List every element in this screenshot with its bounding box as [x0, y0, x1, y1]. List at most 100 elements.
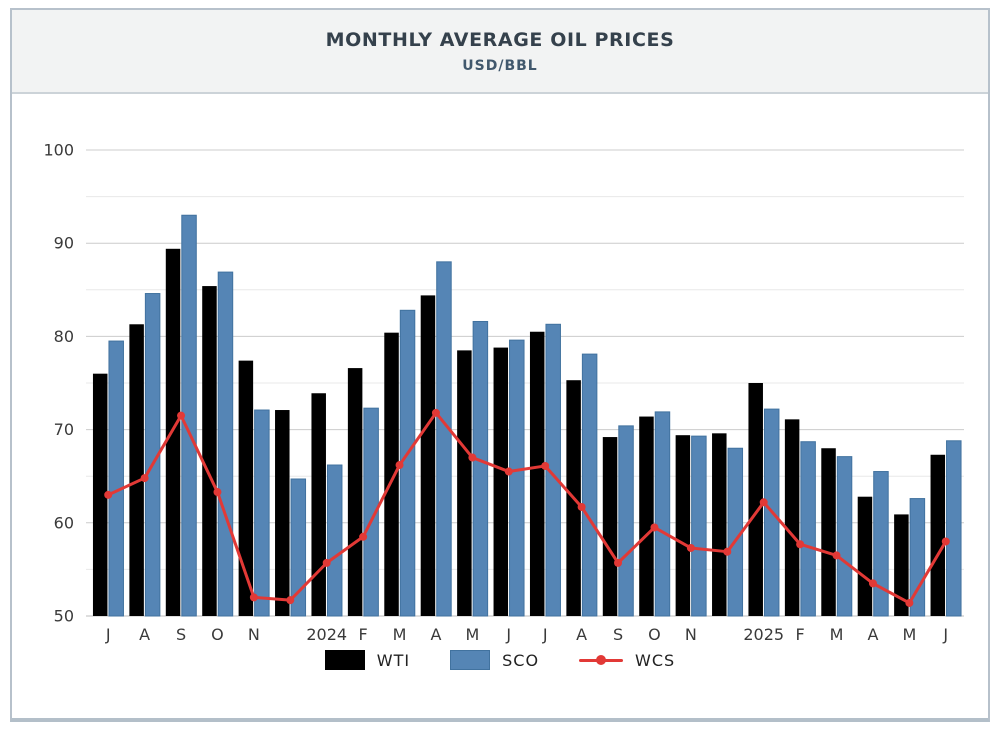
wti-bar-swatch-icon: [324, 650, 365, 670]
wcs-line-swatch-icon: [579, 650, 624, 670]
wcs-point: [541, 461, 550, 470]
x-tick-label: O: [211, 625, 224, 644]
wti-bar: [784, 419, 800, 616]
wti-bar: [930, 454, 946, 616]
y-tick-label: 50: [54, 607, 74, 626]
y-tick-label: 100: [43, 141, 74, 160]
wcs-point: [759, 498, 768, 507]
sco-bar: [108, 340, 124, 617]
chart-plot-area: 50 60 70 80 90 100 J A S O N 2024 F M A M J J A S O N 2025 F M A M…: [12, 94, 988, 670]
wcs-point: [177, 411, 186, 420]
wti-bar: [202, 286, 217, 616]
x-tick-label: F: [796, 625, 805, 644]
wcs-point: [504, 467, 513, 476]
x-tick-label: S: [613, 625, 623, 644]
x-tick-label: J: [505, 625, 511, 644]
x-tick-label: A: [139, 625, 150, 644]
y-axis-tick-labels: 50 60 70 80 90 100: [43, 141, 74, 626]
x-tick-label: S: [176, 625, 186, 644]
chart-title: MONTHLY AVERAGE OIL PRICES: [325, 28, 675, 51]
oil-prices-chart: 50 60 70 80 90 100 J A S O N 2024 F M A M J J A S O N 2025 F M A M…: [43, 141, 964, 644]
sco-bar: [290, 478, 307, 617]
sco-bar: [326, 464, 343, 617]
wcs-point: [104, 490, 113, 499]
x-tick-label: A: [430, 625, 441, 644]
wti-bar: [384, 332, 399, 616]
sco-bar: [545, 323, 561, 617]
x-tick-label: J: [542, 625, 548, 644]
wti-bar: [275, 410, 290, 616]
y-tick-label: 90: [54, 234, 74, 253]
legend-label-sco: SCO: [502, 650, 540, 670]
wti-bar: [639, 416, 654, 616]
wcs-point: [868, 579, 877, 588]
legend-item-sco: SCO: [450, 650, 539, 670]
wcs-point: [140, 474, 149, 483]
sco-bar: [836, 456, 853, 617]
wcs-point: [359, 532, 368, 541]
bars: [92, 214, 962, 617]
wcs-line: [106, 411, 948, 605]
sco-bar: [217, 271, 234, 617]
sco-bar-swatch-icon: [450, 650, 491, 670]
x-tick-label: F: [359, 625, 368, 644]
y-tick-label: 60: [54, 513, 74, 532]
legend-item-wti: WTI: [324, 650, 411, 670]
wti-bar: [238, 360, 254, 616]
wti-bar: [894, 514, 909, 616]
wti-bar: [602, 437, 618, 616]
wti-bar: [712, 433, 727, 616]
x-tick-label: O: [648, 625, 661, 644]
wti-bar: [857, 496, 873, 616]
wcs-point: [796, 540, 805, 549]
wcs-point: [577, 502, 586, 511]
x-tick-label: M: [393, 625, 407, 644]
x-tick-label: A: [867, 625, 878, 644]
x-tick-label: N: [248, 625, 260, 644]
wti-bar: [311, 393, 326, 616]
wti-bar: [529, 331, 545, 616]
sco-bar: [472, 320, 489, 617]
x-tick-label: M: [465, 625, 479, 644]
y-tick-label: 70: [54, 420, 74, 439]
chart-subtitle: USD/BBL: [462, 57, 538, 74]
chart-card: MONTHLY AVERAGE OIL PRICES USD/BBL 50 60 7…: [10, 8, 990, 722]
sco-bar: [946, 440, 962, 617]
sco-bar: [581, 353, 598, 617]
wcs-point: [614, 558, 623, 567]
wcs-point: [723, 547, 732, 556]
wti-bar: [493, 347, 509, 616]
sco-bar: [909, 498, 926, 617]
sco-bar: [254, 409, 270, 617]
wcs-point: [395, 461, 404, 470]
wti-bar: [748, 383, 763, 616]
wcs-point: [249, 593, 258, 602]
sco-bar: [436, 261, 452, 617]
legend-label-wcs: WCS: [635, 650, 676, 670]
x-tick-label: J: [942, 625, 948, 644]
wti-bar: [821, 448, 836, 616]
wcs-line-series: [104, 408, 950, 607]
wcs-point: [286, 596, 295, 605]
sco-bar: [509, 339, 525, 617]
x-tick-label: M: [902, 625, 916, 644]
sco-bar: [691, 435, 707, 617]
sco-bar: [654, 411, 671, 617]
wti-bar: [165, 248, 181, 617]
wcs-point: [468, 453, 477, 462]
wti-bar: [675, 435, 691, 616]
chart-header: MONTHLY AVERAGE OIL PRICES USD/BBL: [12, 10, 988, 94]
sco-bar: [363, 407, 379, 617]
wcs-point: [905, 598, 914, 607]
legend-label-wti: WTI: [376, 650, 411, 670]
wcs-point: [832, 551, 841, 560]
sco-bar: [618, 425, 634, 617]
legend-item-wcs: WCS: [579, 650, 675, 670]
wcs-point: [686, 543, 695, 552]
wti-bar: [457, 350, 472, 616]
wcs-point: [213, 488, 222, 497]
wcs-point: [322, 558, 331, 567]
wti-bar: [420, 295, 436, 616]
x-tick-label: A: [576, 625, 587, 644]
x-tick-label: M: [830, 625, 844, 644]
